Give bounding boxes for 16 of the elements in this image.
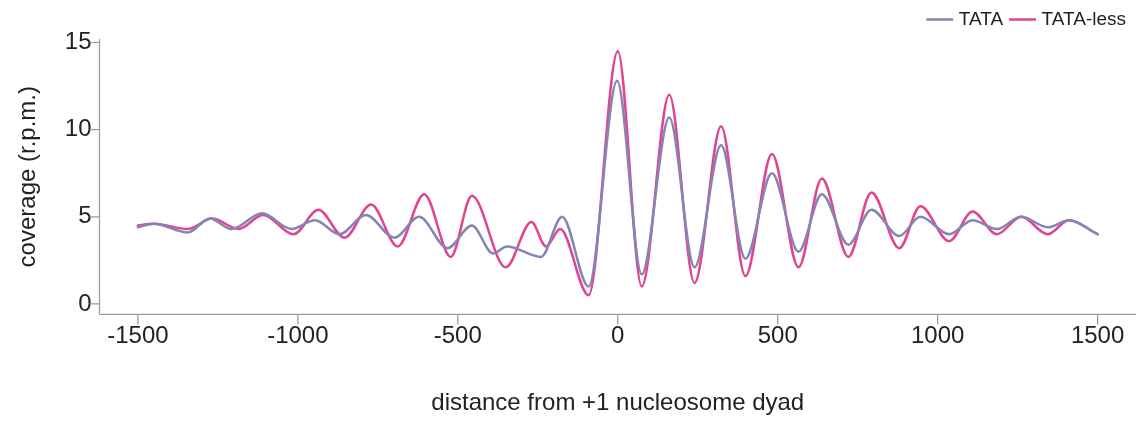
x-tick-label: 1500 bbox=[1070, 321, 1125, 349]
legend-label: TATA bbox=[958, 7, 1004, 29]
legend-label: TATA-less bbox=[1041, 7, 1127, 29]
x-axis-title: distance from +1 nucleosome dyad bbox=[431, 388, 805, 416]
y-tick-label: 10 bbox=[64, 114, 92, 142]
x-tick-label: 1000 bbox=[910, 321, 965, 349]
x-tick-label: 0 bbox=[611, 321, 625, 349]
line-series bbox=[136, 79, 1099, 288]
y-tick-label: 15 bbox=[64, 27, 92, 55]
x-tick-label: -1500 bbox=[107, 321, 169, 349]
x-tick-label: -500 bbox=[433, 321, 482, 349]
y-tick-label: 5 bbox=[78, 201, 92, 229]
x-tick-label: 500 bbox=[757, 321, 798, 349]
x-tick-label: -1000 bbox=[267, 321, 329, 349]
y-tick-label: 0 bbox=[78, 288, 92, 316]
y-axis-title: coverage (r.p.m.) bbox=[13, 86, 41, 268]
